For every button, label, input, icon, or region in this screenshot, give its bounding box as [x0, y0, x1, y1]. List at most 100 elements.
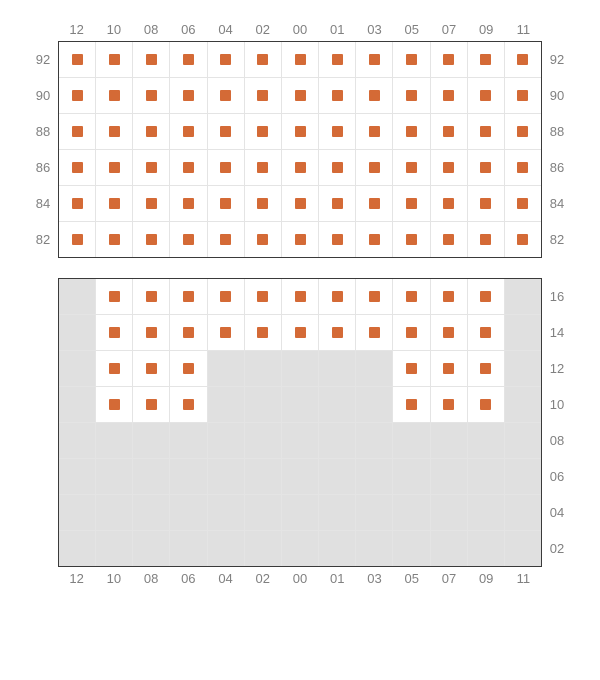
grid-cell[interactable] — [132, 114, 169, 149]
grid-cell[interactable] — [59, 222, 95, 257]
grid-cell[interactable] — [281, 114, 318, 149]
grid-cell[interactable] — [244, 351, 281, 386]
grid-cell[interactable] — [132, 423, 169, 458]
grid-cell[interactable] — [59, 150, 95, 185]
grid-cell[interactable] — [318, 222, 355, 257]
grid-cell[interactable] — [467, 423, 504, 458]
grid-cell[interactable] — [59, 279, 95, 314]
grid-cell[interactable] — [244, 387, 281, 422]
grid-cell[interactable] — [207, 78, 244, 113]
grid-cell[interactable] — [132, 222, 169, 257]
grid-cell[interactable] — [318, 150, 355, 185]
grid-cell[interactable] — [95, 42, 132, 77]
grid-cell[interactable] — [169, 150, 206, 185]
grid-cell[interactable] — [392, 315, 429, 350]
grid-cell[interactable] — [95, 150, 132, 185]
grid-cell[interactable] — [169, 531, 206, 566]
grid-cell[interactable] — [281, 495, 318, 530]
grid-cell[interactable] — [169, 222, 206, 257]
grid-cell[interactable] — [392, 186, 429, 221]
grid-cell[interactable] — [59, 531, 95, 566]
grid-cell[interactable] — [467, 186, 504, 221]
grid-cell[interactable] — [95, 315, 132, 350]
grid-cell[interactable] — [281, 531, 318, 566]
grid-cell[interactable] — [59, 387, 95, 422]
grid-cell[interactable] — [504, 279, 541, 314]
grid-cell[interactable] — [95, 279, 132, 314]
grid-cell[interactable] — [355, 531, 392, 566]
grid-cell[interactable] — [169, 279, 206, 314]
grid-cell[interactable] — [95, 186, 132, 221]
grid-cell[interactable] — [281, 279, 318, 314]
grid-cell[interactable] — [132, 459, 169, 494]
grid-cell[interactable] — [467, 42, 504, 77]
grid-cell[interactable] — [244, 495, 281, 530]
grid-cell[interactable] — [318, 42, 355, 77]
grid-cell[interactable] — [355, 387, 392, 422]
grid-cell[interactable] — [430, 387, 467, 422]
grid-cell[interactable] — [132, 78, 169, 113]
grid-cell[interactable] — [281, 351, 318, 386]
grid-cell[interactable] — [169, 495, 206, 530]
grid-cell[interactable] — [95, 459, 132, 494]
grid-cell[interactable] — [430, 531, 467, 566]
grid-cell[interactable] — [392, 114, 429, 149]
grid-cell[interactable] — [504, 531, 541, 566]
grid-cell[interactable] — [392, 351, 429, 386]
grid-cell[interactable] — [318, 351, 355, 386]
grid-cell[interactable] — [244, 114, 281, 149]
grid-cell[interactable] — [504, 315, 541, 350]
grid-cell[interactable] — [467, 78, 504, 113]
grid-cell[interactable] — [244, 78, 281, 113]
grid-cell[interactable] — [430, 315, 467, 350]
grid-cell[interactable] — [207, 459, 244, 494]
grid-cell[interactable] — [59, 315, 95, 350]
grid-cell[interactable] — [59, 114, 95, 149]
grid-cell[interactable] — [467, 495, 504, 530]
grid-cell[interactable] — [392, 150, 429, 185]
grid-cell[interactable] — [318, 315, 355, 350]
grid-cell[interactable] — [207, 495, 244, 530]
grid-cell[interactable] — [95, 387, 132, 422]
grid-cell[interactable] — [169, 315, 206, 350]
grid-cell[interactable] — [207, 150, 244, 185]
grid-cell[interactable] — [318, 387, 355, 422]
grid-cell[interactable] — [504, 186, 541, 221]
grid-cell[interactable] — [95, 351, 132, 386]
grid-cell[interactable] — [95, 222, 132, 257]
grid-cell[interactable] — [392, 42, 429, 77]
grid-cell[interactable] — [244, 222, 281, 257]
grid-cell[interactable] — [392, 387, 429, 422]
grid-cell[interactable] — [392, 279, 429, 314]
grid-cell[interactable] — [59, 42, 95, 77]
grid-cell[interactable] — [59, 78, 95, 113]
grid-cell[interactable] — [392, 459, 429, 494]
grid-cell[interactable] — [355, 186, 392, 221]
grid-cell[interactable] — [244, 150, 281, 185]
grid-cell[interactable] — [430, 495, 467, 530]
grid-cell[interactable] — [467, 387, 504, 422]
grid-cell[interactable] — [207, 222, 244, 257]
grid-cell[interactable] — [244, 423, 281, 458]
grid-cell[interactable] — [207, 315, 244, 350]
grid-cell[interactable] — [59, 459, 95, 494]
grid-cell[interactable] — [430, 423, 467, 458]
grid-cell[interactable] — [318, 186, 355, 221]
grid-cell[interactable] — [318, 78, 355, 113]
grid-cell[interactable] — [244, 279, 281, 314]
grid-cell[interactable] — [504, 114, 541, 149]
grid-cell[interactable] — [59, 351, 95, 386]
grid-cell[interactable] — [244, 42, 281, 77]
grid-cell[interactable] — [430, 222, 467, 257]
grid-cell[interactable] — [59, 423, 95, 458]
grid-cell[interactable] — [281, 423, 318, 458]
grid-cell[interactable] — [132, 186, 169, 221]
grid-cell[interactable] — [207, 279, 244, 314]
grid-cell[interactable] — [355, 495, 392, 530]
grid-cell[interactable] — [355, 114, 392, 149]
grid-cell[interactable] — [430, 114, 467, 149]
grid-cell[interactable] — [207, 114, 244, 149]
grid-cell[interactable] — [318, 279, 355, 314]
grid-cell[interactable] — [430, 150, 467, 185]
grid-cell[interactable] — [318, 531, 355, 566]
